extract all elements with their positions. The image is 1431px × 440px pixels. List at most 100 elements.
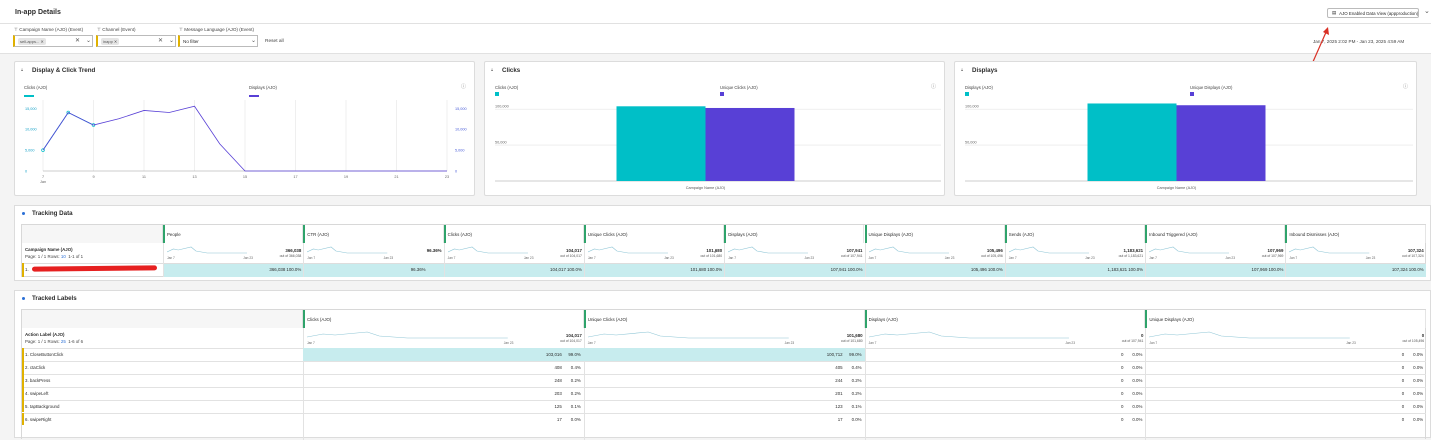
row-percent: 0.0% [1413,377,1424,383]
column-total-sub: out of 107,941 [1121,339,1144,343]
dimension-header[interactable]: Action Label (AJO) [25,332,65,337]
tracking-table: Campaign Name (AJO) Page: 1 / 1 Rows: 10… [21,224,1426,277]
cell-highlight [583,348,865,361]
column-name: Inbound Dismisses (AJO) [1289,232,1340,237]
y-left-tick-label: 5,000 [25,149,35,153]
column-divider [443,243,445,277]
legend-displays: Displays (AJO) [965,85,993,90]
spark-start: Jan 7 [1149,341,1158,345]
row-value: 125 [554,403,562,409]
y-left-tick-label: 0 [25,170,27,174]
column-accent [864,225,867,243]
row-value: 201 [835,390,843,396]
sparkline [868,331,1070,339]
y-right-tick-label: 0 [455,170,457,174]
spark-end: Jan 23 [523,256,534,260]
y-left-tick-label: 15,000 [25,107,37,111]
bar[interactable] [616,106,706,181]
column-header[interactable]: Sends (AJO) [1004,225,1146,243]
table-row[interactable]: 6. swipeRight 17 0.0% 17 0.0% 0 0.0% 0 0.0% [22,413,1426,426]
row-value: 0 [1120,403,1124,409]
column-header[interactable]: Unique Displays (AJO) [864,225,1005,243]
clear-icon[interactable]: ✕ [75,38,81,44]
lock-icon: 🔒︎ [21,67,24,72]
row-value: 203 [554,390,562,396]
trend-title: Display & Click Trend [32,67,96,74]
column-header[interactable]: Unique Displays (AJO) [1145,310,1427,328]
language-filter-field[interactable]: No filter ⌄ [178,35,258,47]
column-accent [303,225,306,243]
campaign-filter-field[interactable]: sell-apps... ✕ ✕ ⌄ [13,35,93,47]
table-row[interactable]: 5. tapBackground 125 0.1% 123 0.1% 0 0.0% 0 0.0% [22,400,1426,413]
chevron-down-icon[interactable]: ⌄ [86,38,92,44]
legend-displays: Displays (AJO) [249,85,277,90]
row-percent: 0.2% [570,377,581,383]
row-highlight [163,263,1426,277]
info-icon[interactable]: ⓘ [931,84,937,90]
sparkline [167,246,248,254]
spark-end: Jan 23 [944,256,955,260]
displays-bar-chart: 100,000 50,000 Campaign Name (AJO) [965,103,1413,190]
clear-icon[interactable]: ✕ [158,38,164,44]
column-total: 104,017 [565,333,582,338]
column-header[interactable]: Inbound Triggered (AJO) [1145,225,1286,243]
spark-start: Jan 7 [1149,256,1157,260]
table-row[interactable]: 2. ctaClick 408 0.4% 405 0.4% 0 0.0% 0 0.0% [22,361,1426,374]
row-percent: 0.0% [1132,390,1143,396]
row-percent: 0.0% [1132,416,1143,422]
column-total-sub: out of 366,038 [279,254,302,258]
rows-select[interactable]: 10 [60,254,66,259]
chevron-down-icon[interactable]: ⌄ [169,38,175,44]
row-value: 107,969 [1251,267,1268,272]
column-total-sub: out of 107,324 [1402,254,1424,258]
column-header[interactable]: Displays (AJO) [724,225,865,243]
bar[interactable] [1087,103,1177,181]
sort-arrow-icon[interactable]: ↓ [854,334,857,339]
sort-arrow-icon[interactable]: ↓ [714,249,717,254]
column-header[interactable]: Unique Clicks (AJO) [583,310,865,328]
chevron-down-icon[interactable]: ⌄ [1424,8,1430,15]
row-value: 0 [1401,377,1405,383]
spark-start: Jan 7 [587,341,596,345]
column-total-sub: out of 104,017 [560,339,582,343]
channel-chip: inapp ✕ [101,37,120,45]
table-row[interactable]: 1. CloseButtonClick 103,016 99.0% 100,712 99… [22,348,1426,361]
row-value: 17 [556,416,562,422]
column-header[interactable]: People [163,225,304,243]
data-view-button[interactable]: ▤ AJO Enabled Data View (appproduction) [1327,8,1419,18]
legend-unique-clicks: Unique Clicks (AJO) [720,85,758,90]
column-header[interactable]: Clicks (AJO) [443,225,584,243]
row-percent: 0.0% [1132,377,1143,383]
column-divider [864,328,866,440]
column-header[interactable]: Inbound Dismisses (AJO) [1285,225,1426,243]
row-marker [22,348,24,361]
channel-filter-field[interactable]: inapp ✕ ✕ ⌄ [96,35,176,47]
reset-all-link[interactable]: Reset all [265,39,284,44]
column-name: Unique Displays (AJO) [868,232,913,237]
column-name: People [167,232,181,237]
column-header[interactable]: Unique Clicks (AJO) [583,225,725,243]
column-header[interactable]: Displays (AJO) [864,310,1146,328]
dimension-header[interactable]: Campaign Name (AJO) [25,247,73,252]
column-header[interactable]: CTR (AJO) [303,225,444,243]
column-header[interactable]: Clicks (AJO) [303,310,584,328]
row-value: 0 [1401,416,1405,422]
table-row[interactable]: 3. backPress 248 0.2% 244 0.2% 0 0.0% 0 0.0% [22,374,1426,387]
chevron-down-icon[interactable]: ⌄ [251,38,257,44]
legend-displays-swatch [965,92,969,96]
legend-clicks-swatch [495,92,499,96]
row-value: 0 [1120,377,1124,383]
table-icon: ▤ [1332,10,1337,15]
date-range[interactable]: Jan 7, 2025 2:02 PM - Jan 23, 2025 4:59 … [1313,39,1405,44]
pagination: Page: 1 / 1 Rows: 10 1-1 of 1 [25,254,84,259]
info-icon[interactable]: ⓘ [1403,84,1409,90]
info-icon[interactable]: ⓘ [461,84,467,90]
table-row[interactable]: 4. swipeLeft 203 0.2% 201 0.2% 0 0.0% 0 0.0% [22,387,1426,400]
column-name: Displays (AJO) [728,232,758,237]
rows-select[interactable]: 25 [60,339,66,344]
row-marker [22,412,24,426]
column-accent [864,310,867,328]
x-tick-label: 17 [293,175,297,179]
bar[interactable] [705,107,795,181]
bar[interactable] [1176,105,1266,181]
